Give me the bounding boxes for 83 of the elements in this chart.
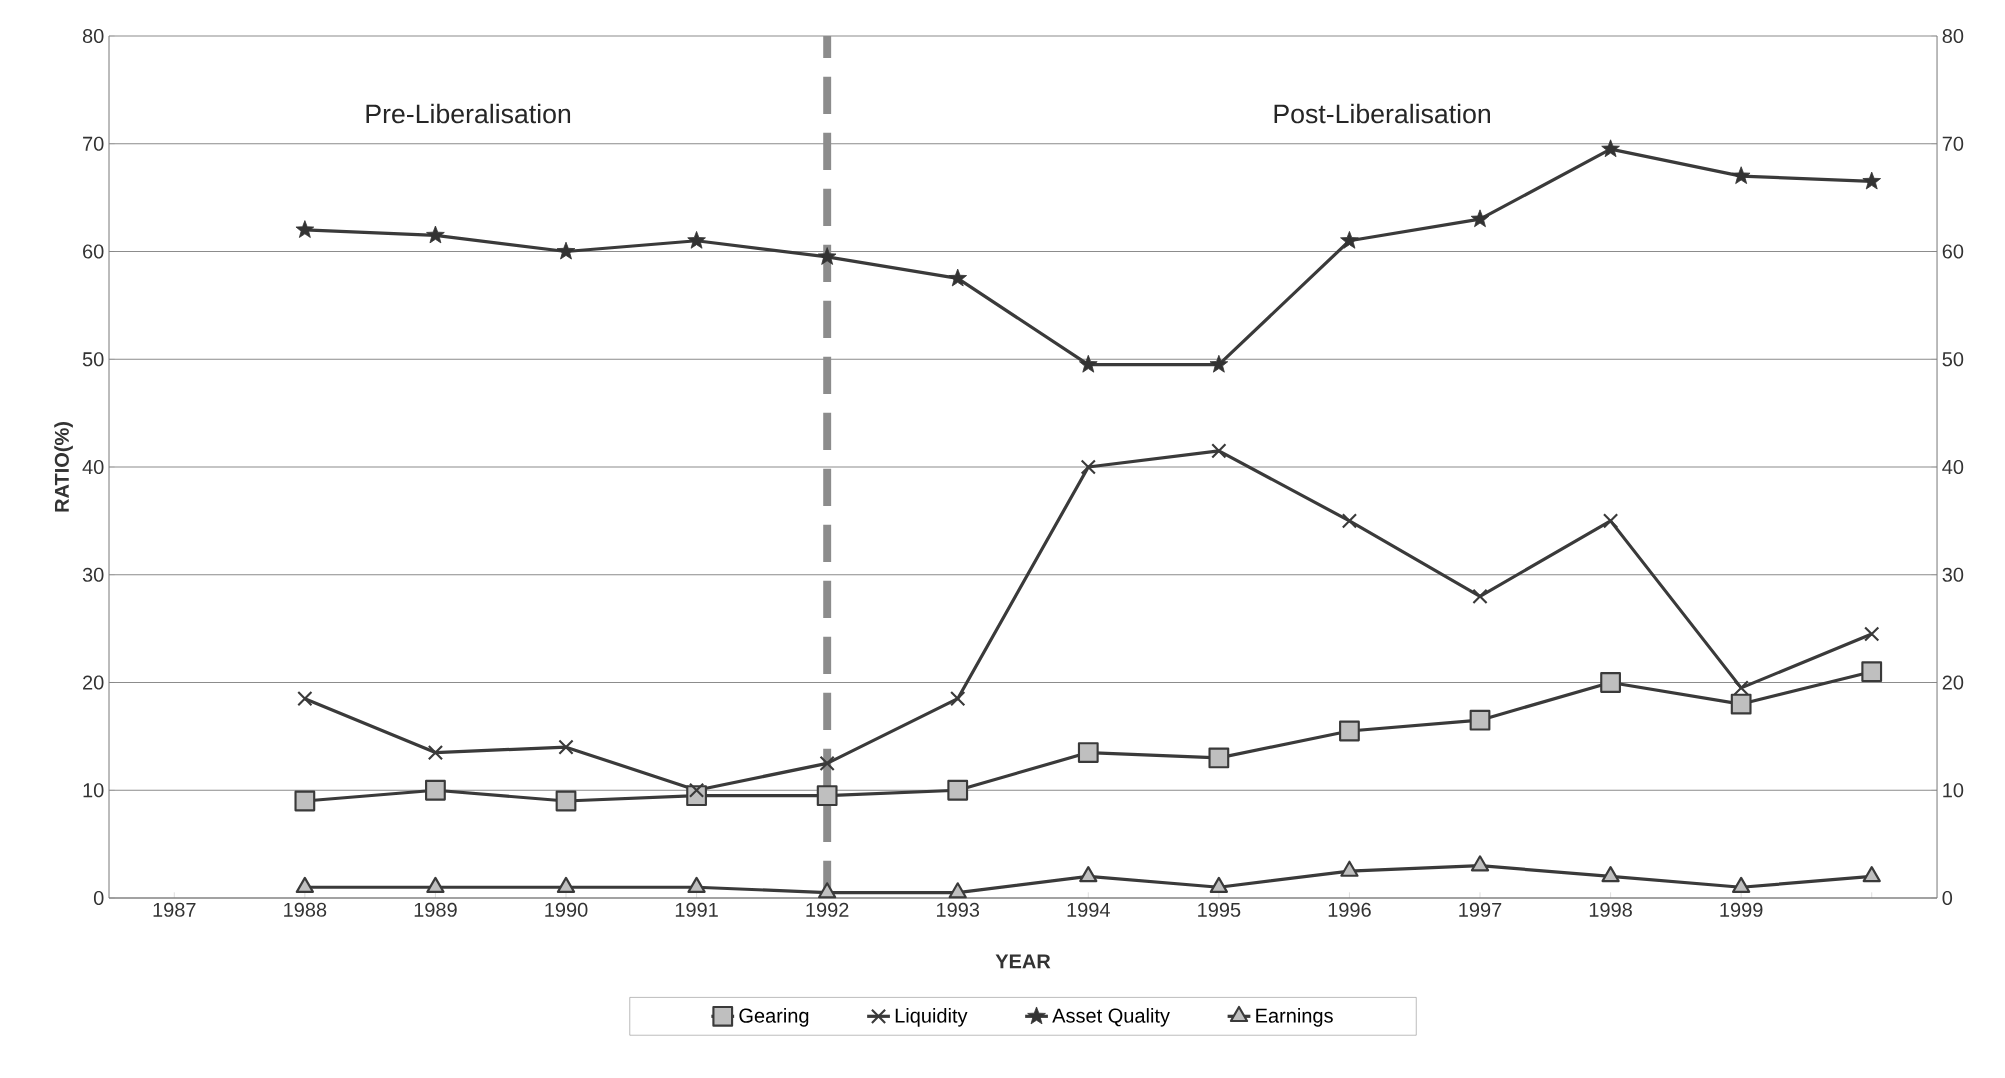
legend-label: Liquidity [895,1008,968,1027]
point [948,882,967,899]
point [688,782,705,798]
x-tick-label: 1995 [1198,902,1241,917]
point [295,220,315,238]
y-tick-label: 80 [82,28,104,44]
point [427,744,444,761]
point [1600,672,1621,693]
x-tick-label: 1991 [675,902,718,917]
x-tick-label: 1992 [806,902,849,917]
point [1470,855,1490,872]
y-tick-label: 40 [82,459,104,475]
point [1731,166,1751,185]
point [1080,459,1096,475]
point [297,690,313,707]
point [1079,354,1098,373]
legend-label: Gearing [739,1008,809,1027]
point [687,230,706,249]
point [426,225,445,244]
x-tick-label: 1997 [1459,902,1502,917]
y-tick-label: 70 [83,136,104,151]
point [948,268,967,287]
point [1079,866,1098,883]
point [1469,709,1491,731]
point [1472,588,1488,604]
legend-label: Earnings [1256,1008,1333,1027]
point [1601,139,1620,158]
y2-tick-label: 30 [1942,567,1964,582]
y-tick-label: 0 [93,890,104,906]
y-tick-label: 30 [82,567,104,582]
point [1340,230,1359,249]
point [1862,866,1881,883]
y-tick-label: 50 [82,352,104,367]
point [1077,742,1099,763]
x-tick-label: 1990 [545,902,588,917]
x-tick-label: 1989 [414,902,457,917]
legend-label: Asset Quality [1052,1008,1170,1027]
y2-tick-label: 60 [1942,244,1964,259]
point [1341,513,1358,529]
point [819,755,835,771]
y-tick-label: 10 [83,783,104,798]
point [556,241,576,260]
point [1730,693,1752,715]
x-tick-label: 1993 [937,902,980,917]
point [1601,866,1620,883]
y2-tick-label: 20 [1942,675,1964,690]
point [1864,626,1880,642]
point [817,247,837,265]
x-tick-label: 1987 [153,902,196,917]
point [558,739,574,755]
point [1211,443,1227,459]
point [1733,680,1749,696]
point [818,882,837,899]
y-tick-label: 20 [83,675,104,690]
point [950,690,966,707]
y2-tick-label: 50 [1942,352,1964,367]
point [1209,354,1229,373]
point [1862,171,1881,190]
point [425,779,446,801]
y2-tick-label: 0 [1942,890,1953,906]
y-axis-title: RATIO(%) [54,422,73,512]
x-tick-label: 1998 [1589,902,1632,917]
x-tick-label: 1996 [1328,902,1371,917]
y2-tick-label: 70 [1942,136,1964,151]
point [1208,747,1230,769]
y2-tick-label: 10 [1943,783,1964,798]
point [816,785,838,807]
point [1861,661,1883,683]
y2-tick-label: 40 [1942,459,1964,475]
point [1339,720,1360,742]
y-tick-label: 60 [83,244,104,259]
x-tick-label: 1999 [1720,902,1763,917]
y2-tick-label: 80 [1942,28,1964,44]
point [294,790,316,812]
annotation: Post-Liberalisation [1274,103,1490,124]
x-tick-label: 1988 [284,902,327,917]
point [555,790,577,812]
point [1602,513,1619,529]
point [1470,209,1490,228]
x-axis-title: YEAR [995,954,1051,969]
point [947,779,969,801]
x-tick-label: 1994 [1067,902,1110,917]
annotation: Pre-Liberalisation [366,103,571,124]
